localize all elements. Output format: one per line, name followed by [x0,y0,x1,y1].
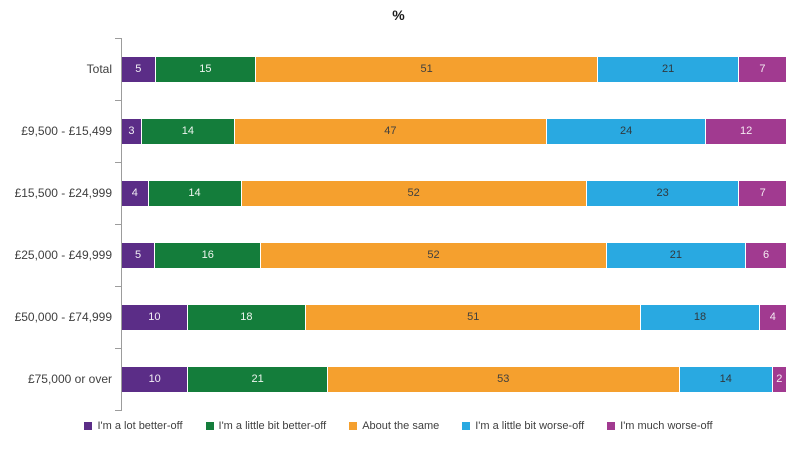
category-label: Total [86,62,112,76]
bar-segment: 14 [148,180,242,206]
bar-row: 4 14 52 23 7 [122,162,786,224]
bar-segment: 21 [598,56,740,82]
category-label: £9,500 - £15,499 [21,124,112,138]
legend: I'm a lot better-off I'm a little bit bet… [0,420,797,432]
bar-row: 10 21 53 14 2 [122,348,786,410]
axis-tick [115,410,122,411]
axis-tick [115,100,122,101]
legend-item: I'm a lot better-off [84,420,183,432]
bar-row: 10 18 51 18 4 [122,286,786,348]
bar-segment: 18 [641,304,760,330]
bar-segment: 51 [256,56,599,82]
legend-label: About the same [362,420,440,432]
bar-segment: 7 [739,180,786,206]
plot-area: 5 15 51 21 7 3 14 47 24 12 4 14 52 23 7 5 16 52 21 6 10 18 51 1… [115,38,786,411]
bar-segment: 14 [141,118,235,144]
bar-segment: 52 [241,180,587,206]
bar-segment: 3 [122,118,142,144]
legend-label: I'm a little bit worse-off [475,420,585,432]
bar-segment: 24 [546,118,707,144]
axis-tick [115,286,122,287]
bar-segment: 7 [739,56,786,82]
bar-row: 5 15 51 21 7 [122,38,786,100]
bar-row: 5 16 52 21 6 [122,224,786,286]
bar-segment: 15 [155,56,257,82]
bar-segment: 21 [188,366,328,392]
bar-row: 3 14 47 24 12 [122,100,786,162]
legend-swatch [462,422,471,430]
legend-label: I'm a little bit better-off [218,420,327,432]
legend-item: I'm a little bit better-off [205,420,327,432]
bar-segment: 52 [261,242,607,268]
bar-segment: 10 [122,366,189,392]
bar-segment: 12 [706,118,786,144]
bar-segment: 23 [586,180,740,206]
category-label: £15,500 - £24,999 [14,186,112,200]
bar-segment: 2 [772,366,786,392]
bar-segment: 47 [234,118,547,144]
legend-swatch [84,422,93,430]
chart-title: % [392,7,405,23]
bar-segment: 5 [122,242,156,268]
axis-tick [115,224,122,225]
axis-tick [115,162,122,163]
bar-segment: 51 [306,304,642,330]
axis-tick [115,348,122,349]
bar-segment: 4 [759,304,786,330]
legend-swatch [607,422,616,430]
category-label: £25,000 - £49,999 [14,248,112,262]
category-label: £50,000 - £74,999 [14,310,112,324]
axis-tick [115,38,122,39]
bar-segment: 10 [122,304,188,330]
bar-segment: 21 [606,242,747,268]
legend-item: I'm a little bit worse-off [462,420,584,432]
bar-segment: 4 [122,180,149,206]
legend-label: I'm a lot better-off [97,420,183,432]
bar-segment: 16 [155,242,262,268]
bar-segment: 18 [187,304,307,330]
category-label: £75,000 or over [27,372,112,386]
bar-segment: 53 [327,366,680,392]
bar-segment: 5 [122,56,156,82]
bar-segment: 14 [679,366,773,392]
legend-label: I'm much worse-off [620,420,713,432]
bar-segment: 6 [746,242,786,268]
legend-swatch [205,422,214,430]
legend-item: I'm much worse-off [607,420,713,432]
legend-swatch [349,422,358,430]
legend-item: About the same [349,420,439,432]
